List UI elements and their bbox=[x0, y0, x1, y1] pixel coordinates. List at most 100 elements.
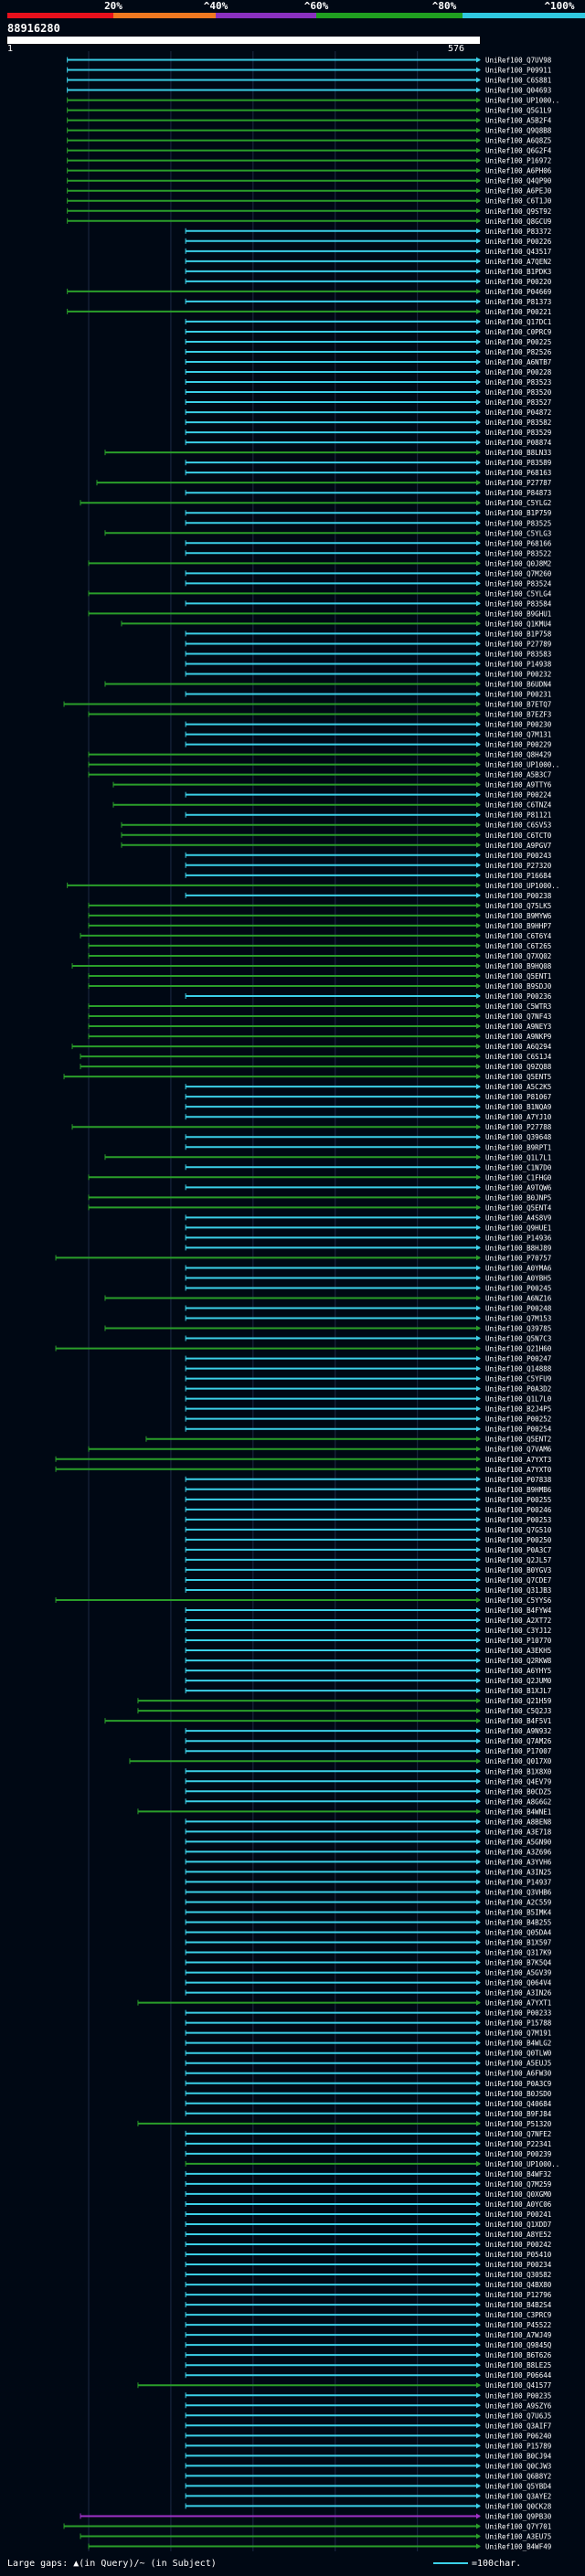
hit-label[interactable]: UniRef100_P81067 bbox=[485, 1093, 551, 1101]
hit-label[interactable]: UniRef100_C6TCT0 bbox=[485, 832, 552, 840]
hit-label[interactable]: UniRef100_Q7CDE7 bbox=[485, 1576, 551, 1585]
hit-label[interactable]: UniRef100_P00241 bbox=[485, 2210, 551, 2219]
hit-label[interactable]: UniRef100_Q4BX80 bbox=[485, 2281, 552, 2289]
hit-label[interactable]: UniRef100_C5YYS6 bbox=[485, 1596, 552, 1605]
hit-label[interactable]: UniRef100_A7YXT3 bbox=[485, 1456, 551, 1464]
hit-label[interactable]: UniRef100_A7YJ10 bbox=[485, 1113, 552, 1121]
hit-label[interactable]: UniRef100_Q0TLW0 bbox=[485, 2050, 552, 2058]
hit-label[interactable]: UniRef100_Q2JUM0 bbox=[485, 1677, 552, 1685]
hit-label[interactable]: UniRef100_P00253 bbox=[485, 1516, 551, 1524]
hit-label[interactable]: UniRef100_Q5N7C3 bbox=[485, 1335, 551, 1343]
hit-label[interactable]: UniRef100_P00221 bbox=[485, 308, 551, 316]
hit-label[interactable]: UniRef100_A3YVH6 bbox=[485, 1858, 552, 1866]
hit-label[interactable]: UniRef100_B5IMK4 bbox=[485, 1908, 552, 1916]
hit-label[interactable]: UniRef100_Q7M191 bbox=[485, 2030, 551, 2038]
hit-label[interactable]: UniRef100_B1NQA9 bbox=[485, 1103, 551, 1111]
hit-label[interactable]: UniRef100_C5WTR3 bbox=[485, 1002, 551, 1011]
hit-label[interactable]: UniRef100_C5YFU9 bbox=[485, 1375, 551, 1383]
hit-label[interactable]: UniRef100_P07838 bbox=[485, 1476, 552, 1484]
hit-label[interactable]: UniRef100_Q9ZQ88 bbox=[485, 1063, 552, 1071]
hit-label[interactable]: UniRef100_P00233 bbox=[485, 2009, 551, 2018]
hit-label[interactable]: UniRef100_P00228 bbox=[485, 368, 552, 376]
hit-label[interactable]: UniRef100_Q5ENT5 bbox=[485, 1073, 551, 1081]
hit-label[interactable]: UniRef100_A5GV39 bbox=[485, 1969, 551, 1977]
hit-label[interactable]: UniRef100_Q7VAM6 bbox=[485, 1446, 552, 1454]
hit-label[interactable]: UniRef100_B9HQ08 bbox=[485, 962, 552, 970]
hit-label[interactable]: UniRef100_Q17DC1 bbox=[485, 318, 551, 326]
hit-label[interactable]: UniRef100_B6T626 bbox=[485, 2351, 552, 2359]
hit-label[interactable]: UniRef100_P15788 bbox=[485, 2019, 552, 2028]
hit-label[interactable]: UniRef100_Q0CJW3 bbox=[485, 2462, 551, 2470]
hit-label[interactable]: UniRef100_Q7M260 bbox=[485, 569, 552, 578]
hit-label[interactable]: UniRef100_B9MYW6 bbox=[485, 912, 552, 920]
hit-label[interactable]: UniRef100_P81121 bbox=[485, 811, 551, 820]
hit-label[interactable]: UniRef100_Q0XGM0 bbox=[485, 2190, 552, 2199]
hit-label[interactable]: UniRef100_P00248 bbox=[485, 1305, 552, 1313]
hit-label[interactable]: UniRef100_A9TTY6 bbox=[485, 781, 552, 790]
hit-label[interactable]: UniRef100_P00250 bbox=[485, 1536, 552, 1544]
hit-label[interactable]: UniRef100_P27320 bbox=[485, 862, 552, 870]
hit-label[interactable]: UniRef100_A3E718 bbox=[485, 1828, 552, 1836]
hit-label[interactable]: UniRef100_P17007 bbox=[485, 1747, 551, 1755]
hit-label[interactable]: UniRef100_P00224 bbox=[485, 791, 552, 800]
hit-label[interactable]: UniRef100_A8G6G2 bbox=[485, 1797, 551, 1806]
hit-label[interactable]: UniRef100_B4WNE1 bbox=[485, 1807, 551, 1816]
hit-label[interactable]: UniRef100_A6FW30 bbox=[485, 2070, 552, 2078]
hit-label[interactable]: UniRef100_P0A3D2 bbox=[485, 1385, 551, 1394]
hit-label[interactable]: UniRef100_A3EU75 bbox=[485, 2532, 551, 2540]
hit-label[interactable]: UniRef100_A6Q8Z5 bbox=[485, 137, 551, 145]
hit-label[interactable]: UniRef100_P83522 bbox=[485, 549, 551, 557]
hit-label[interactable]: UniRef100_A5B3C7 bbox=[485, 771, 551, 779]
hit-label[interactable]: UniRef100_B4F5V1 bbox=[485, 1717, 551, 1725]
hit-label[interactable]: UniRef100_C6SV53 bbox=[485, 822, 551, 830]
hit-label[interactable]: UniRef100_Q9HUE1 bbox=[485, 1224, 551, 1232]
hit-label[interactable]: UniRef100_C1FHG0 bbox=[485, 1173, 552, 1182]
hit-label[interactable]: UniRef100_Q14888 bbox=[485, 1365, 552, 1373]
hit-label[interactable]: UniRef100_Q8GCU9 bbox=[485, 217, 551, 226]
hit-label[interactable]: UniRef100_P00225 bbox=[485, 338, 551, 346]
hit-label[interactable]: UniRef100_Q7XQ02 bbox=[485, 952, 551, 960]
hit-label[interactable]: UniRef100_B7ETQ7 bbox=[485, 701, 551, 709]
hit-label[interactable]: UniRef100_Q5YBD4 bbox=[485, 2482, 552, 2490]
hit-label[interactable]: UniRef100_A7YXT0 bbox=[485, 1466, 552, 1474]
hit-label[interactable]: UniRef100_A9NKP9 bbox=[485, 1033, 551, 1041]
hit-label[interactable]: UniRef100_P00243 bbox=[485, 852, 551, 860]
hit-label[interactable]: UniRef100_Q3VHB6 bbox=[485, 1888, 552, 1896]
hit-label[interactable]: UniRef100_Q5ENT2 bbox=[485, 1436, 551, 1444]
hit-label[interactable]: UniRef100_P06644 bbox=[485, 2371, 552, 2380]
hit-label[interactable]: UniRef100_B2J4P5 bbox=[485, 1405, 551, 1414]
hit-label[interactable]: UniRef100_P83520 bbox=[485, 388, 552, 397]
hit-label[interactable]: UniRef100_A9N932 bbox=[485, 1727, 551, 1735]
hit-label[interactable]: UniRef100_P05410 bbox=[485, 2251, 552, 2259]
hit-label[interactable]: UniRef100_P27787 bbox=[485, 479, 551, 487]
hit-label[interactable]: UniRef100_Q9845Q bbox=[485, 2341, 552, 2349]
hit-label[interactable]: UniRef100_P14936 bbox=[485, 1234, 552, 1242]
hit-label[interactable]: UniRef100_Q31JB3 bbox=[485, 1586, 551, 1595]
hit-label[interactable]: UniRef100_C6TNZ4 bbox=[485, 801, 552, 810]
hit-label[interactable]: UniRef100_A0YC06 bbox=[485, 2200, 552, 2209]
hit-label[interactable]: UniRef100_B4WF49 bbox=[485, 2542, 551, 2550]
hit-label[interactable]: UniRef100_B0JNP5 bbox=[485, 1193, 551, 1202]
hit-label[interactable]: UniRef100_P10770 bbox=[485, 1637, 552, 1645]
hit-label[interactable]: UniRef100_A6Q294 bbox=[485, 1043, 552, 1051]
hit-label[interactable]: UniRef100_A9SZY6 bbox=[485, 2401, 552, 2410]
hit-label[interactable]: UniRef100_B0JSD0 bbox=[485, 2090, 552, 2098]
hit-label[interactable]: UniRef100_P00246 bbox=[485, 1506, 552, 1514]
hit-label[interactable]: UniRef100_Q39785 bbox=[485, 1325, 551, 1333]
hit-label[interactable]: UniRef100_A8BEN8 bbox=[485, 1818, 552, 1826]
hit-label[interactable]: UniRef100_P83529 bbox=[485, 429, 551, 437]
hit-label[interactable]: UniRef100_A4S8V9 bbox=[485, 1214, 551, 1222]
hit-label[interactable]: UniRef100_P83589 bbox=[485, 459, 551, 467]
hit-label[interactable]: UniRef100_B9SDJ0 bbox=[485, 982, 552, 991]
hit-label[interactable]: UniRef100_C3YJ12 bbox=[485, 1627, 551, 1635]
hit-label[interactable]: UniRef100_B1X597 bbox=[485, 1939, 551, 1947]
hit-label[interactable]: UniRef100_A5C2K5 bbox=[485, 1083, 551, 1091]
hit-label[interactable]: UniRef100_Q3AIF7 bbox=[485, 2422, 551, 2430]
hit-label[interactable]: UniRef100_Q017X0 bbox=[485, 1757, 552, 1765]
hit-label[interactable]: UniRef100_P83524 bbox=[485, 579, 552, 588]
hit-label[interactable]: UniRef100_C6T6Y4 bbox=[485, 932, 552, 940]
hit-label[interactable]: UniRef100_B1P759 bbox=[485, 509, 551, 517]
hit-label[interactable]: UniRef100_B7EZF3 bbox=[485, 711, 551, 719]
hit-label[interactable]: UniRef100_A6NZ16 bbox=[485, 1294, 552, 1302]
hit-label[interactable]: UniRef100_P68163 bbox=[485, 469, 551, 477]
